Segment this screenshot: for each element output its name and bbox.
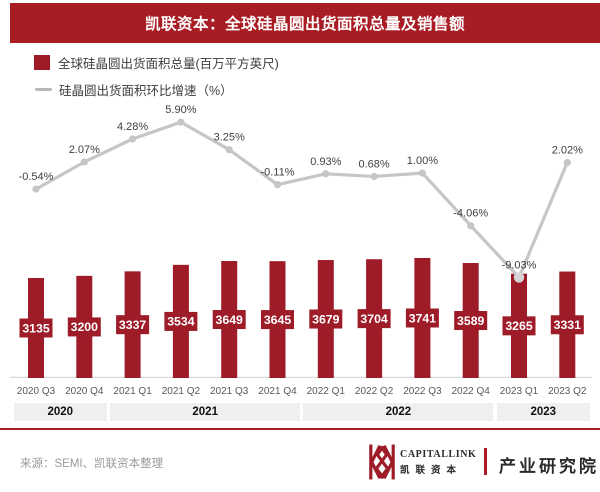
page-title: 凯联资本：全球硅晶圆出货面积总量及销售额	[10, 3, 600, 43]
combo-chart: 3135 3200 3337 3534 3649 3645 3679 3704 3741 3589…	[10, 104, 592, 378]
footer-divider-line	[0, 428, 600, 430]
bar-value-box	[502, 316, 536, 336]
x-tick-2022-q2: 2022 Q2	[354, 385, 394, 397]
bar-value-box	[164, 311, 198, 331]
bar-value-label: 3741	[409, 311, 437, 325]
growth-point-label: 0.68%	[358, 158, 389, 170]
year-group-2020: 2020	[13, 403, 108, 421]
growth-point-label: 0.93%	[310, 156, 341, 168]
growth-point-label: -0.54%	[19, 171, 54, 183]
bar-value-label: 3265	[505, 319, 533, 333]
growth-point	[322, 170, 330, 178]
growth-point-label: -4.06%	[453, 208, 488, 220]
bar-legend-swatch-icon	[34, 54, 50, 70]
bar-value-label: 3589	[457, 314, 485, 328]
growth-point-label: 2.07%	[69, 144, 100, 156]
bar-value-label: 3200	[71, 320, 99, 334]
bar-value-label: 3331	[554, 318, 582, 332]
x-tick-2021-q3: 2021 Q3	[210, 385, 249, 397]
growth-point	[129, 135, 137, 143]
legend-item-line: 硅晶圆出货面积环比增速（%）	[34, 81, 233, 98]
x-tick-2023-q2: 2023 Q2	[548, 385, 587, 397]
growth-point	[370, 172, 378, 181]
x-tick-2021-q4: 2021 Q4	[258, 385, 297, 397]
bar-value-box	[212, 310, 246, 330]
growth-point	[563, 158, 571, 167]
bar-value-box	[454, 311, 488, 331]
bar-value-box	[116, 315, 150, 335]
brand-text-block: CAPITALLINK 凯联资本	[400, 449, 480, 476]
brand-name-en: CAPITALLINK	[400, 449, 477, 460]
growth-point-label: 4.28%	[117, 121, 148, 133]
growth-line	[34, 120, 569, 280]
bar-value-label: 3534	[167, 315, 195, 329]
bar-legend-label: 全球硅晶圆出货面积总量(百万平方英尺)	[58, 56, 279, 71]
capitallink-logo-icon	[369, 444, 395, 480]
brand-divider-bar	[484, 448, 487, 475]
growth-point	[32, 185, 40, 193]
x-tick-2022-q4: 2022 Q4	[451, 385, 490, 397]
growth-point	[80, 158, 88, 166]
x-tick-2021-q1: 2021 Q1	[113, 385, 152, 397]
x-tick-2022-q3: 2022 Q3	[403, 385, 442, 397]
legend-item-bar: 全球硅晶圆出货面积总量(百万平方英尺)	[34, 54, 279, 71]
bar-value-label: 3645	[264, 313, 292, 327]
growth-point	[177, 118, 185, 126]
growth-point-label: 3.25%	[214, 132, 245, 144]
year-group-2022: 2022	[303, 403, 494, 421]
line-legend-label: 硅晶圆出货面积环比增速（%）	[59, 83, 233, 98]
growth-point	[273, 181, 282, 189]
bar-value-box	[19, 318, 53, 338]
bar-value-box	[550, 315, 584, 335]
bar-value-box	[261, 310, 294, 330]
growth-point-label: -0.11%	[260, 167, 294, 179]
growth-point-label: 1.00%	[407, 155, 438, 167]
bar-value-label: 3704	[360, 312, 388, 326]
growth-point	[467, 222, 475, 230]
line-legend-swatch-icon	[35, 87, 52, 91]
growth-point	[225, 146, 233, 154]
bar-value-label: 3649	[216, 313, 244, 327]
year-group-2021: 2021	[110, 403, 301, 421]
bar-value-box	[309, 309, 343, 329]
bar-value-label: 3679	[312, 312, 340, 326]
bar-value-label: 3135	[22, 321, 50, 335]
x-tick-2020-q4: 2020 Q4	[65, 385, 104, 397]
growth-point	[513, 272, 525, 283]
x-tick-2022-q1: 2022 Q1	[306, 385, 345, 397]
bar-value-label: 3337	[119, 318, 147, 332]
bar-value-box	[67, 317, 101, 337]
growth-point-label: 5.90%	[165, 104, 196, 116]
growth-point-label: 2.02%	[552, 144, 583, 156]
bar-value-box	[357, 309, 391, 329]
brand-name-cn: 凯联资本	[400, 465, 463, 476]
growth-point	[418, 169, 426, 177]
year-group-2023: 2023	[496, 403, 591, 421]
x-tick-2021-q2: 2021 Q2	[161, 385, 201, 397]
growth-point-label: -9.03%	[502, 259, 537, 271]
x-tick-2023-q1: 2023 Q1	[499, 385, 539, 397]
bar-value-box	[405, 308, 439, 328]
division-name: 产业研究院	[499, 457, 599, 476]
source-note: 来源：SEMI、凯联资本整理	[20, 458, 164, 470]
x-tick-2020-q3: 2020 Q3	[16, 385, 56, 397]
